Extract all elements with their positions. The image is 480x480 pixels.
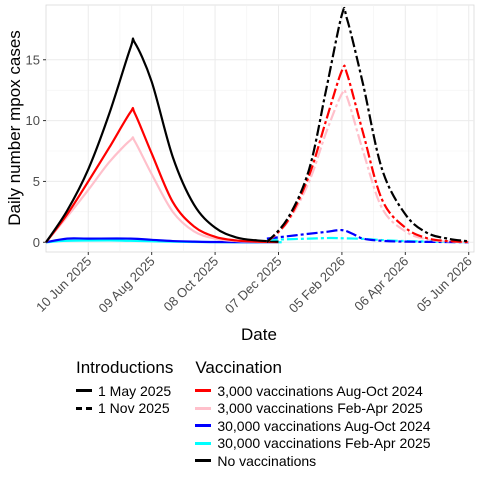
legend-label: 30,000 vaccinations Aug-Oct 2024 bbox=[217, 417, 431, 434]
legend-item: 30,000 vaccinations Feb-Apr 2025 bbox=[195, 435, 431, 453]
legend-title: Introductions bbox=[76, 358, 174, 377]
series-line bbox=[45, 136, 279, 244]
series-line bbox=[45, 106, 279, 244]
legend-introductions: Introductions 1 May 2025 1 Nov 2025 bbox=[76, 358, 173, 470]
legend-item: 3,000 vaccinations Aug-Oct 2024 bbox=[195, 382, 430, 400]
legend: Introductions 1 May 2025 1 Nov 2025 Vaccina… bbox=[76, 358, 431, 470]
series-line bbox=[266, 228, 469, 244]
legend-key-line bbox=[195, 452, 212, 470]
y-tick-label: 10 bbox=[26, 113, 40, 128]
series-line bbox=[45, 37, 279, 243]
series-line bbox=[45, 237, 279, 244]
legend-item: 1 Nov 2025 bbox=[76, 400, 173, 418]
plot-panel-border bbox=[45, 4, 475, 253]
legend-item: 1 May 2025 bbox=[76, 382, 173, 400]
x-axis-title: Date bbox=[241, 325, 277, 344]
legend-key-line bbox=[195, 400, 212, 418]
x-tick-label: 08 Oct 2025 bbox=[161, 254, 222, 315]
y-tick-label: 0 bbox=[33, 235, 40, 250]
x-axis-ticks: 10 Jun 2025 09 Aug 2025 08 Oct 2025 07 Dec … bbox=[33, 252, 475, 316]
x-tick-label: 05 Jun 2026 bbox=[414, 254, 475, 315]
series-lines bbox=[45, 6, 469, 244]
legend-key-line bbox=[76, 382, 92, 400]
legend-key-line bbox=[76, 400, 92, 418]
y-tick-label: 15 bbox=[26, 52, 40, 67]
y-axis-ticks: 0 5 10 15 bbox=[26, 52, 46, 250]
x-tick-label: 07 Dec 2025 bbox=[222, 254, 285, 317]
series-line bbox=[266, 236, 469, 244]
legend-label: 3,000 vaccinations Feb-Apr 2025 bbox=[217, 400, 423, 417]
legend-label: 1 May 2025 bbox=[98, 382, 172, 399]
legend-item: 3,000 vaccinations Feb-Apr 2025 bbox=[195, 400, 430, 418]
series-line bbox=[266, 6, 469, 244]
x-tick-label: 09 Aug 2025 bbox=[96, 254, 158, 316]
x-tick-label: 05 Feb 2026 bbox=[286, 254, 348, 316]
y-tick-label: 5 bbox=[33, 174, 40, 189]
legend-key-line bbox=[195, 417, 212, 435]
legend-vaccination: Vaccination 3,000 vaccinations Aug-Oct 20… bbox=[195, 358, 431, 470]
x-tick-label: 06 Apr 2026 bbox=[351, 254, 411, 314]
gridlines bbox=[45, 4, 475, 253]
series-line bbox=[266, 64, 469, 244]
legend-label: 3,000 vaccinations Aug-Oct 2024 bbox=[217, 382, 423, 399]
legend-key-line bbox=[195, 382, 212, 400]
x-tick-label: 10 Jun 2025 bbox=[33, 254, 94, 315]
series-line bbox=[266, 88, 469, 244]
legend-label: 30,000 vaccinations Feb-Apr 2025 bbox=[217, 435, 431, 452]
y-axis-title: Daily number mpox cases bbox=[5, 30, 24, 226]
legend-label: No vaccinations bbox=[217, 452, 317, 469]
legend-key-line bbox=[195, 435, 212, 453]
legend-item: 30,000 vaccinations Aug-Oct 2024 bbox=[195, 417, 431, 435]
legend-label: 1 Nov 2025 bbox=[98, 400, 170, 417]
legend-item: No vaccinations bbox=[195, 452, 430, 470]
legend-title: Vaccination bbox=[195, 358, 282, 377]
